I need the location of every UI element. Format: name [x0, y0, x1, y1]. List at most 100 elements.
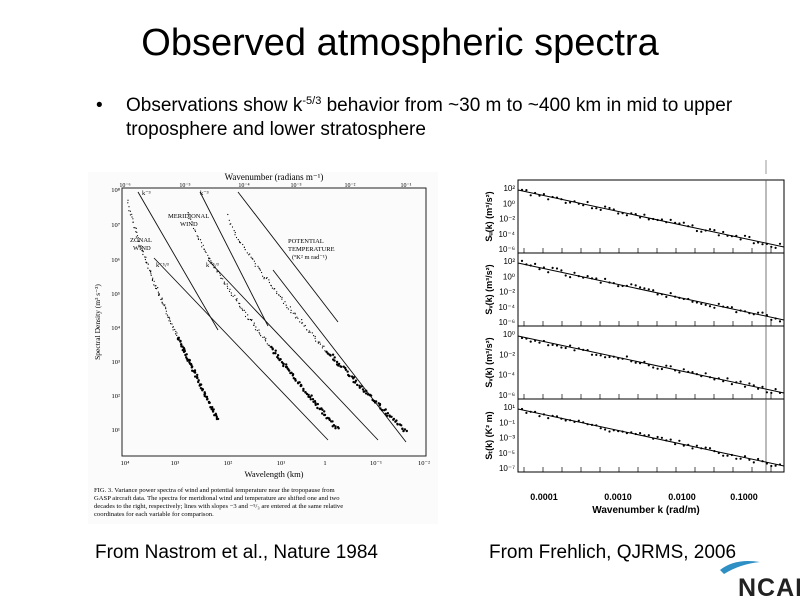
spectrum-point	[534, 191, 537, 195]
k3-line-mid	[199, 191, 269, 327]
spectrum-dot	[158, 293, 160, 295]
spectrum-dot	[290, 309, 292, 311]
spectrum-dot	[263, 278, 265, 280]
spectrum-point	[599, 427, 602, 430]
spectrum-point	[695, 229, 698, 233]
spectrum-dot	[306, 329, 308, 331]
bottom-tick: 1	[323, 460, 326, 467]
spectrum-dot	[146, 262, 148, 264]
spectrum-point	[590, 207, 594, 210]
spectrum-point	[608, 355, 611, 359]
caption-line: coordinates for each variable for compar…	[94, 511, 214, 518]
spectrum-point	[765, 462, 768, 465]
spectrum-point	[577, 202, 580, 205]
spectrum-point	[656, 218, 659, 222]
spectrum-point	[717, 451, 720, 455]
spectrum-dot	[230, 223, 232, 225]
spectrum-dot	[228, 219, 230, 221]
spectrum-dot	[167, 316, 169, 318]
spectrum-dot	[308, 331, 310, 333]
spectrum-point	[695, 373, 698, 376]
spectrum-dot	[323, 345, 325, 347]
spectrum-dot	[238, 240, 241, 242]
spectrum-point	[704, 372, 707, 375]
spectrum-point	[652, 366, 655, 369]
spectrum-point	[757, 457, 760, 461]
spectrum-point	[761, 460, 764, 463]
spectrum-dot	[223, 281, 225, 283]
caption-line: FIG. 3. Variance power spectra of wind a…	[94, 487, 336, 494]
spectrum-dot	[252, 258, 254, 260]
x-axis-label: Wavenumber k (rad/m)	[592, 505, 699, 516]
figure-background	[88, 172, 438, 524]
spectrum-point	[735, 381, 738, 384]
y-tick: 10⁻⁶	[499, 318, 515, 327]
spectrum-point	[726, 377, 729, 380]
spectrum-point	[577, 275, 580, 278]
spectrum-point	[604, 356, 607, 359]
spectrum-dot	[384, 408, 387, 411]
spectrum-point	[551, 195, 554, 199]
spectrum-point	[691, 224, 694, 227]
spectrum-point	[739, 238, 742, 241]
y-tick: 10⁻⁶	[499, 245, 515, 254]
spectrum-dot	[313, 400, 317, 403]
y-tick: 10⁻²	[499, 288, 515, 297]
spectrum-dot	[170, 323, 172, 325]
spectrum-dot	[132, 218, 134, 220]
spectrum-dot	[179, 340, 182, 343]
spectrum-dot	[294, 379, 297, 382]
spectrum-point	[748, 382, 751, 385]
spectrum-point	[669, 365, 672, 368]
spectrum-dot	[333, 359, 336, 362]
spectrum-dot	[334, 425, 337, 428]
spectrum-point	[643, 360, 646, 363]
spectrum-dot	[236, 298, 238, 300]
y-tick: 10¹	[503, 403, 515, 412]
spectrum-dot	[201, 246, 203, 248]
spectrum-point	[757, 387, 760, 390]
spectrum-point	[704, 303, 707, 306]
spectrum-dot	[274, 288, 276, 290]
spectrum-point	[595, 424, 598, 427]
spectrum-dot	[250, 256, 252, 258]
y-tick: 10⁷	[111, 222, 120, 229]
spectrum-point	[752, 242, 755, 245]
caption-line: GASP aircraft data. The spectra for meri…	[94, 495, 340, 502]
spectrum-point	[722, 305, 725, 308]
spectrum-point	[625, 355, 628, 358]
spectrum-dot	[274, 349, 277, 352]
spectrum-dot	[366, 393, 370, 396]
spectrum-point	[730, 306, 733, 309]
spectrum-dot	[199, 239, 202, 241]
spectrum-point	[569, 276, 572, 279]
spectrum-dot	[139, 246, 141, 248]
spectrum-dot	[233, 230, 235, 232]
spectrum-dot	[220, 277, 222, 279]
spectrum-dot	[257, 265, 259, 267]
spectrum-point	[687, 297, 690, 301]
spectrum-point	[542, 193, 545, 196]
spectrum-dot	[230, 294, 232, 296]
spectrum-point	[643, 434, 646, 437]
spectrum-point	[538, 268, 541, 271]
spectrum-point	[586, 275, 589, 278]
spectrum-dot	[229, 288, 231, 290]
spectrum-dot	[165, 313, 167, 315]
spectrum-point	[774, 464, 777, 467]
spectrum-point	[582, 348, 585, 351]
spectrum-point	[542, 266, 545, 269]
spectrum-point	[674, 443, 677, 446]
spectrum-point	[538, 341, 541, 344]
spectrum-point	[774, 388, 777, 391]
spectrum-dot	[168, 320, 170, 322]
spectrum-point	[652, 217, 655, 221]
spectrum-point	[547, 417, 550, 420]
spectrum-dot	[183, 349, 186, 353]
y-tick: 10⁻⁵	[499, 449, 515, 458]
spectrum-dot	[201, 388, 205, 391]
spectrum-point	[682, 368, 685, 371]
spectrum-dot	[264, 339, 266, 341]
y-tick: 10⁻¹	[499, 418, 515, 427]
spectrum-dot	[222, 278, 224, 280]
